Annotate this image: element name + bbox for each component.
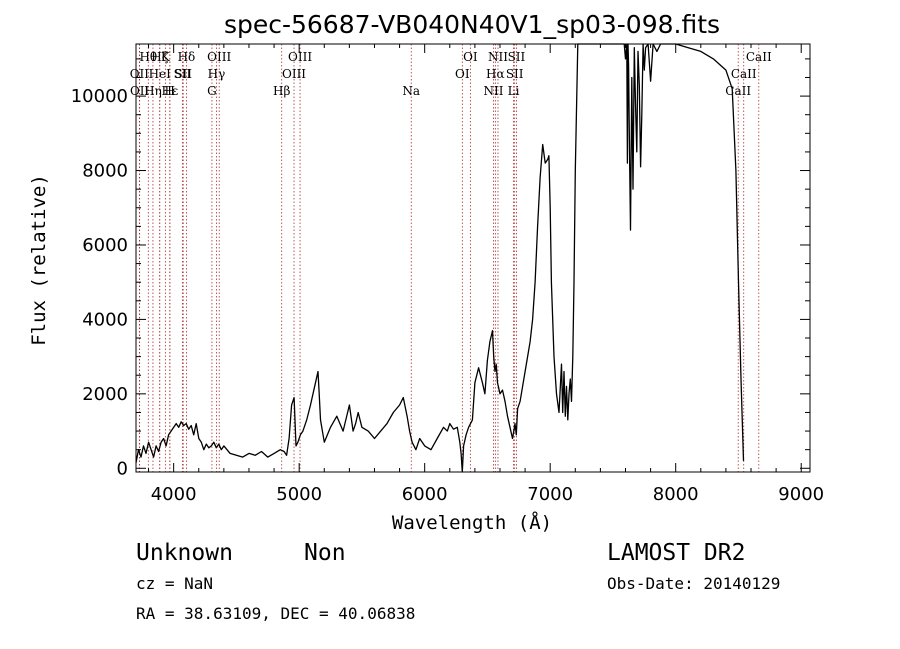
object-class: Unknown: [136, 540, 233, 566]
plot-frame: [135, 43, 811, 473]
spectral-line-label: SII: [174, 67, 192, 81]
observation-date: Obs-Date: 20140129: [607, 574, 780, 593]
spectral-line-label: Hα: [486, 67, 505, 81]
spectral-line-label: Hγ: [208, 67, 226, 81]
spectral-line-label: SII: [506, 67, 524, 81]
spectrum-line: [135, 43, 745, 473]
spectral-line-label: Li: [508, 84, 520, 98]
spectral-line-label: OII: [130, 84, 150, 98]
spectral-line-label: SII: [174, 67, 192, 81]
spectral-line-labels: HθHηOIIOIIHζHeIHεKSIIHHδSIIOIIIHγGOIIIOI…: [130, 50, 772, 98]
y-tick-label: 2000: [82, 384, 128, 405]
coordinates: RA = 38.63109, DEC = 40.06838: [136, 604, 415, 623]
spectral-line-label: OII: [130, 67, 150, 81]
y-tick-label: 0: [117, 458, 128, 479]
x-tick-label: 5000: [276, 484, 322, 505]
spectral-line-label: G: [207, 84, 217, 98]
spectral-line-label: NII: [483, 84, 503, 98]
y-tick-label: 6000: [82, 235, 128, 256]
spectral-line-label: OIII: [207, 50, 231, 64]
y-tick-label: 10000: [71, 86, 128, 107]
x-tick-label: 7000: [527, 484, 573, 505]
y-tick-label: 8000: [82, 161, 128, 182]
spectral-line-label: OIII: [288, 50, 312, 64]
survey-name: LAMOST DR2: [607, 540, 745, 566]
spectral-line-label: H: [165, 84, 175, 98]
chart-title: spec-56687-VB040N40V1_sp03-098.fits: [224, 10, 720, 39]
y-axis-label: Flux (relative): [28, 174, 50, 346]
spectral-line-label: CaII: [731, 67, 757, 81]
spectral-line-label: HeI: [149, 67, 172, 81]
object-subclass: Non: [304, 540, 346, 566]
spectral-line-label: NII: [488, 50, 508, 64]
spectral-line-label: OI: [463, 50, 478, 64]
spectral-line-label: Hθ: [139, 50, 157, 64]
spectral-line-label: CaII: [725, 84, 751, 98]
spectral-line-label: SII: [508, 50, 526, 64]
x-tick-label: 4000: [151, 484, 197, 505]
redshift-cz: cz = NaN: [136, 574, 213, 593]
x-tick-label: 9000: [778, 484, 824, 505]
spectral-line-label: Hε: [162, 84, 179, 98]
spectral-line-label: OI: [455, 67, 470, 81]
spectral-line-label: Hη: [144, 84, 162, 98]
spectral-line-label: Hβ: [273, 84, 290, 98]
spectral-line-label: Na: [402, 84, 420, 98]
x-axis-label: Wavelength (Å): [392, 511, 552, 534]
x-tick-label: 8000: [653, 484, 699, 505]
spectral-line-label: CaII: [746, 50, 772, 64]
axis-ticks: [136, 44, 810, 472]
spectral-line-label: Hδ: [178, 50, 196, 64]
spectral-line-label: Hζ: [151, 50, 168, 64]
spectral-line-markers: [138, 44, 760, 472]
x-tick-label: 6000: [402, 484, 448, 505]
axis-tick-labels: 4000 5000 6000 7000 8000 9000 0 2000 4000 6000 800…: [71, 86, 824, 505]
spectral-line-label: K: [161, 50, 171, 64]
spectral-line-label: OIII: [282, 67, 306, 81]
y-tick-label: 4000: [82, 309, 128, 330]
